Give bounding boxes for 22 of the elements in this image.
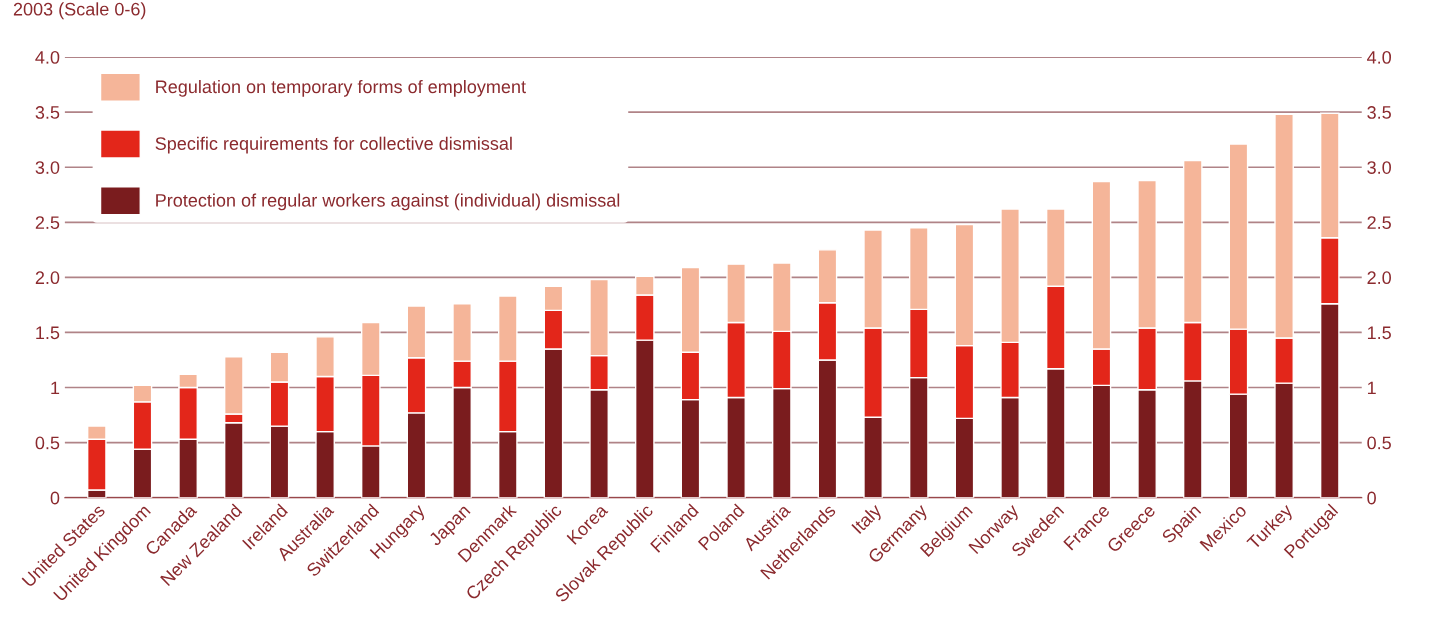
y-tick-label: 2.0 (35, 271, 60, 285)
legend-label: Regulation on temporary forms of employment (156, 79, 526, 97)
legend-label: Protection of regular workers against (individual) dismissal (156, 193, 620, 211)
y2-tick-label: 1 (1367, 381, 1376, 395)
y-tick-label: 3.0 (35, 161, 60, 174)
y2-tick-label: 2.5 (1367, 216, 1391, 230)
y2-tick-label: 1.5 (1367, 326, 1391, 340)
y2-tick-label: 4.0 (1367, 50, 1391, 64)
y-tick-label: 3.5 (35, 106, 60, 119)
y-tick-label: 1 (51, 381, 60, 395)
y2-tick-label: 0.5 (1367, 436, 1391, 450)
y2-tick-label: 2.0 (1367, 271, 1391, 285)
y2-tick-label: 3.0 (1367, 161, 1391, 174)
y-tick-label: 2.5 (35, 216, 60, 230)
legend-label: Specific requirements for collective dismissal (155, 136, 512, 154)
y2-tick-label: 0 (1367, 491, 1376, 505)
y-tick-label: 0.5 (35, 436, 60, 450)
y-tick-label: 4.0 (35, 50, 60, 64)
chart-title: 2003 (Scale 0-6) (13, 2, 146, 20)
y-tick-label: 0 (50, 491, 60, 505)
y-tick-label: 1.5 (36, 326, 60, 340)
y2-tick-label: 3.5 (1367, 106, 1391, 119)
